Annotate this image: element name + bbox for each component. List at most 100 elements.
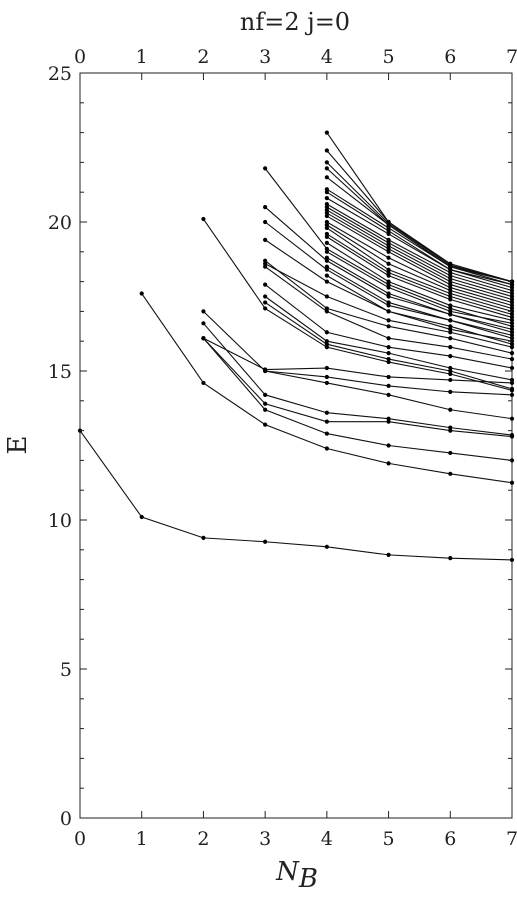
data-point-1-6 xyxy=(386,552,391,557)
data-point-2-3 xyxy=(263,422,268,427)
data-point-37-4 xyxy=(509,282,515,287)
series-line-33 xyxy=(326,206,513,295)
data-point-6-4 xyxy=(386,392,391,397)
data-point-36-3 xyxy=(448,267,453,272)
data-point-21-1 xyxy=(324,264,329,269)
data-point-8-2 xyxy=(263,306,268,311)
series-line-1 xyxy=(79,430,513,561)
y-axis-title: E xyxy=(3,436,33,455)
data-point-6-5 xyxy=(448,407,453,412)
series-line-6 xyxy=(203,311,513,420)
data-point-37-1 xyxy=(324,187,329,192)
data-point-12-3 xyxy=(386,345,391,350)
data-point-9-5 xyxy=(509,392,515,397)
data-point-7-5 xyxy=(448,377,453,383)
series-line-28 xyxy=(326,224,513,309)
data-point-17-5 xyxy=(509,336,515,341)
data-point-13-4 xyxy=(448,345,453,350)
data-point-16-2 xyxy=(324,279,329,284)
data-point-8-4 xyxy=(386,359,391,365)
data-point-4-5 xyxy=(448,428,453,433)
data-point-29-3 xyxy=(448,285,453,290)
data-point-7-1 xyxy=(201,336,206,341)
data-point-33-3 xyxy=(448,273,453,278)
data-point-17-1 xyxy=(263,219,268,225)
data-point-23-4 xyxy=(509,321,515,326)
data-point-6-6 xyxy=(509,416,515,421)
data-point-32-4 xyxy=(509,294,515,299)
x-tick-label-bottom-3: 3 xyxy=(259,828,271,850)
series-line-27 xyxy=(326,227,513,312)
data-point-24-2 xyxy=(386,279,391,284)
data-point-32-2 xyxy=(386,243,391,248)
data-point-21-4 xyxy=(509,333,515,338)
data-point-4-3 xyxy=(324,419,329,424)
data-point-25-4 xyxy=(509,315,515,320)
data-point-1-8 xyxy=(509,557,515,563)
data-point-14-1 xyxy=(263,258,268,263)
data-point-14-4 xyxy=(448,336,453,341)
series-line-41 xyxy=(326,150,513,283)
series-line-24 xyxy=(326,242,513,321)
data-point-26-3 xyxy=(448,294,453,299)
data-point-34-4 xyxy=(509,288,515,293)
data-point-2-1 xyxy=(139,291,144,296)
series-line-9 xyxy=(265,370,513,396)
data-point-29-1 xyxy=(324,219,329,225)
data-point-28-1 xyxy=(324,222,329,228)
data-point-10-1 xyxy=(263,300,268,305)
data-point-13-5 xyxy=(509,356,515,362)
data-point-23-1 xyxy=(324,249,329,254)
data-point-12-5 xyxy=(509,365,515,371)
data-point-18-2 xyxy=(324,258,329,263)
series-line-39 xyxy=(326,167,513,283)
data-point-4-4 xyxy=(386,419,391,424)
data-point-31-3 xyxy=(448,279,453,284)
x-tick-label-bottom-1: 1 xyxy=(136,828,148,850)
series-line-36 xyxy=(326,191,513,286)
data-point-5-5 xyxy=(448,425,453,430)
data-point-27-1 xyxy=(324,225,329,231)
x-tick-label-top-0: 0 xyxy=(74,46,86,68)
data-point-28-4 xyxy=(509,306,515,311)
data-point-17-2 xyxy=(324,267,329,272)
data-point-29-2 xyxy=(386,255,391,260)
data-point-28-2 xyxy=(386,261,391,266)
data-point-33-2 xyxy=(386,240,391,245)
data-point-5-1 xyxy=(201,321,206,326)
data-point-30-4 xyxy=(509,300,515,305)
series-line-5 xyxy=(203,322,513,436)
data-point-34-3 xyxy=(448,270,453,275)
data-point-5-6 xyxy=(509,432,515,438)
series-lines xyxy=(77,130,515,563)
data-point-10-3 xyxy=(386,356,391,362)
data-point-30-2 xyxy=(386,249,391,254)
data-point-9-2 xyxy=(324,374,329,380)
data-point-12-4 xyxy=(448,354,453,359)
data-point-3-4 xyxy=(386,443,391,448)
data-point-21-2 xyxy=(386,300,391,305)
data-point-29-4 xyxy=(509,303,515,308)
data-point-26-2 xyxy=(386,270,391,275)
y-tick-label-0: 0 xyxy=(60,808,72,830)
data-point-2-2 xyxy=(201,380,206,386)
data-point-31-1 xyxy=(324,210,329,216)
data-point-7-4 xyxy=(386,374,391,380)
data-point-2-5 xyxy=(386,461,391,466)
x-tick-label-top-2: 2 xyxy=(197,46,209,68)
data-point-15-4 xyxy=(448,330,453,335)
x-tick-label-bottom-4: 4 xyxy=(321,828,333,850)
data-point-42-1 xyxy=(324,130,329,135)
data-point-20-3 xyxy=(448,327,453,332)
data-point-18-5 xyxy=(509,330,515,335)
data-point-22-2 xyxy=(386,291,391,296)
data-point-10-5 xyxy=(509,386,515,391)
series-line-32 xyxy=(326,209,513,298)
data-point-26-1 xyxy=(324,231,329,237)
x-axis-title-sub: B xyxy=(298,864,318,894)
data-point-11-1 xyxy=(263,294,268,299)
data-point-25-3 xyxy=(448,297,453,302)
data-point-9-3 xyxy=(386,383,391,388)
data-point-15-5 xyxy=(509,345,515,350)
